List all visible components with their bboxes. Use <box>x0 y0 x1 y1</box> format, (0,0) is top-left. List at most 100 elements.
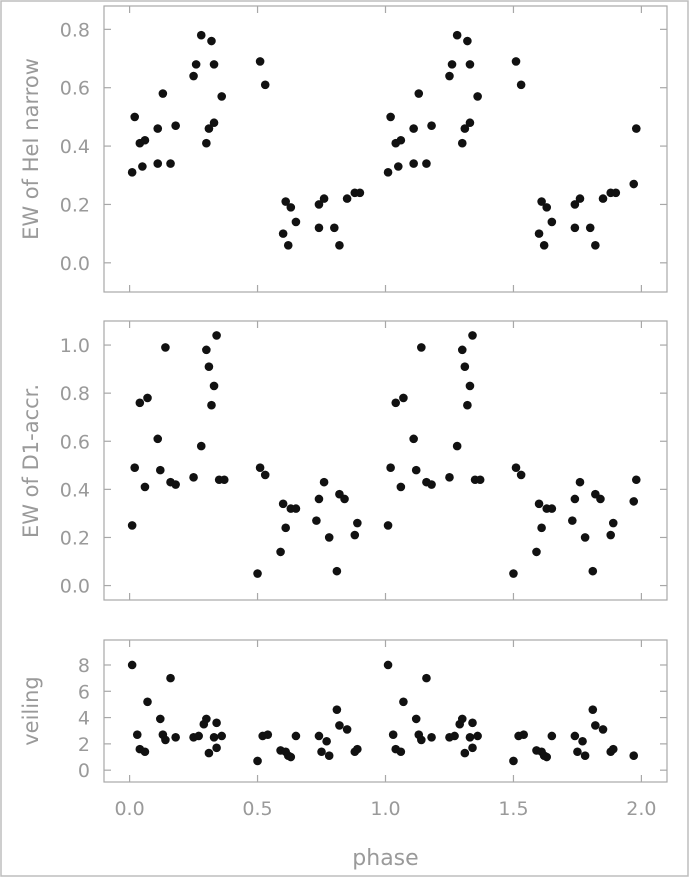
data-point <box>447 60 457 69</box>
x-tick-label: 0.0 <box>114 798 144 820</box>
data-point <box>212 718 221 728</box>
data-point <box>511 463 521 473</box>
data-point <box>291 504 301 513</box>
x-tick-label: 0.5 <box>242 798 272 820</box>
data-point <box>383 521 393 530</box>
data-point <box>468 743 477 753</box>
data-point <box>207 36 216 46</box>
data-point <box>312 516 321 525</box>
data-point <box>209 381 219 391</box>
data-point <box>457 714 467 724</box>
data-point <box>463 400 472 410</box>
data-point <box>276 547 285 557</box>
data-point <box>457 345 467 355</box>
data-point <box>335 721 344 730</box>
data-point <box>353 744 362 754</box>
x-tick-label: 1.0 <box>370 798 400 820</box>
data-point <box>460 362 470 371</box>
data-point <box>204 124 214 133</box>
data-point <box>314 223 324 233</box>
data-point <box>314 494 324 504</box>
data-point <box>209 732 219 742</box>
data-point <box>153 159 163 168</box>
data-point <box>286 752 296 762</box>
data-point <box>475 475 485 485</box>
data-point <box>383 660 393 670</box>
y-tick-label: 0.2 <box>60 194 90 216</box>
data-point <box>219 475 229 485</box>
data-point <box>539 241 549 250</box>
data-point <box>166 159 175 168</box>
data-point <box>130 112 140 122</box>
data-point <box>547 504 557 513</box>
data-point <box>171 480 180 489</box>
data-point <box>516 80 526 90</box>
data-point <box>281 523 290 533</box>
data-point <box>143 393 152 403</box>
data-point <box>355 188 365 198</box>
data-point <box>591 241 600 250</box>
data-point <box>263 730 273 739</box>
data-point <box>596 494 605 504</box>
data-point <box>631 124 641 133</box>
data-point <box>135 398 145 408</box>
data-point <box>547 731 557 741</box>
data-point <box>342 194 352 203</box>
data-point <box>393 162 403 171</box>
data-point <box>570 200 580 209</box>
data-point <box>422 159 431 168</box>
data-point <box>611 188 621 198</box>
panel-veiling: 0.0 0.5 1.0 1.5 2.0 0 2 4 6 8 veiling phase <box>19 639 668 871</box>
data-point <box>460 748 470 758</box>
data-point <box>580 533 590 542</box>
data-point <box>253 756 262 766</box>
panel-hei-narrow: 0.0 0.2 0.4 0.6 0.8 EW of HeI narrow <box>19 5 668 293</box>
data-point <box>156 714 165 724</box>
data-point <box>388 730 398 739</box>
data-point <box>417 735 426 745</box>
data-point <box>153 124 163 133</box>
data-point <box>516 470 526 480</box>
data-point <box>353 518 362 528</box>
data-point <box>255 463 265 473</box>
y-tick-label: 0.6 <box>60 78 90 100</box>
data-point <box>319 194 329 203</box>
data-point <box>570 223 580 233</box>
data-point <box>519 730 528 739</box>
data-point <box>253 569 262 578</box>
data-point <box>532 547 541 557</box>
data-point <box>161 343 170 352</box>
data-point <box>468 331 477 340</box>
data-point <box>629 179 639 189</box>
data-point <box>588 705 598 714</box>
y-tick-label: 0 <box>78 760 90 782</box>
data-point <box>608 744 618 754</box>
data-point <box>330 223 339 233</box>
plot-frame-hei-narrow <box>103 5 668 293</box>
data-point <box>606 530 615 540</box>
data-point <box>570 494 580 504</box>
data-point <box>509 569 518 578</box>
data-point <box>204 748 214 758</box>
data-point <box>391 398 401 408</box>
data-point <box>575 477 585 487</box>
y-tick-label: 2 <box>78 734 90 756</box>
data-point <box>575 194 585 203</box>
y-tick-label: 4 <box>78 708 90 730</box>
data-point <box>171 732 180 742</box>
y-tick-label: 0.6 <box>60 431 90 453</box>
y-axis-label-veiling: veiling <box>19 676 43 746</box>
data-point <box>427 121 436 130</box>
data-point <box>332 705 342 714</box>
data-point <box>189 473 198 482</box>
data-point <box>422 673 431 683</box>
data-point <box>156 465 165 475</box>
data-point <box>209 60 219 69</box>
data-point <box>138 162 147 171</box>
data-point <box>427 732 436 742</box>
plot-frame-d1-accretion <box>103 320 668 601</box>
data-point <box>161 735 170 745</box>
data-point <box>194 731 203 741</box>
data-point <box>283 241 293 250</box>
